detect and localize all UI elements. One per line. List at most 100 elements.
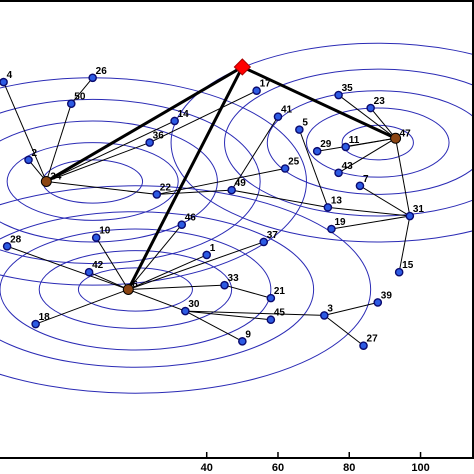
member-link xyxy=(45,103,72,182)
sensor-label: 21 xyxy=(274,286,286,297)
sensor-node xyxy=(31,319,40,329)
sensor-node xyxy=(366,103,375,113)
sensor-label: 28 xyxy=(10,234,22,245)
member-link xyxy=(231,189,328,208)
member-link xyxy=(46,120,175,182)
x-tick-label: 100 xyxy=(411,462,429,474)
x-axis-ticks: 40 60 80 100 xyxy=(201,452,430,474)
sensor-node xyxy=(227,185,236,195)
member-link xyxy=(88,271,129,290)
contour-ring xyxy=(0,98,261,265)
sensor-node xyxy=(145,138,154,147)
sensor-label: 9 xyxy=(245,329,251,340)
sensor-label: 5 xyxy=(302,118,308,129)
member-link xyxy=(128,289,186,312)
member-link xyxy=(3,81,47,182)
member-link xyxy=(128,284,225,290)
member-link xyxy=(128,254,207,290)
member-link xyxy=(298,129,329,208)
sensor-label: 42 xyxy=(92,260,104,271)
sensor-node xyxy=(312,146,322,156)
sensor-label: 41 xyxy=(281,105,293,116)
cluster-head-node xyxy=(122,283,134,295)
member-link xyxy=(338,137,396,174)
member-link xyxy=(149,90,257,144)
sensor-node xyxy=(88,73,97,83)
sensor-node xyxy=(202,250,212,260)
member-link xyxy=(46,142,150,182)
sensor-label: 10 xyxy=(99,226,111,237)
sensor-node xyxy=(259,237,269,247)
cluster-head-node xyxy=(40,175,52,187)
sensor-label: 17 xyxy=(260,79,272,90)
x-tick-label: 40 xyxy=(201,462,213,474)
sensor-node xyxy=(170,116,179,126)
sensor-label: 18 xyxy=(39,312,51,323)
sensor-node xyxy=(405,211,415,221)
sensor-node xyxy=(152,190,162,199)
member-link xyxy=(185,310,243,342)
sensor-node xyxy=(266,293,276,303)
sensor-label: 37 xyxy=(267,230,279,241)
sensor-node xyxy=(91,233,101,242)
sink-node xyxy=(233,58,252,76)
sensor-node xyxy=(273,112,283,121)
sensor-node xyxy=(177,220,187,229)
cluster-head-node xyxy=(390,132,402,144)
contour-ring xyxy=(224,68,474,217)
sensor-label: 4 xyxy=(7,70,13,81)
sensor-node xyxy=(334,90,343,100)
sensor-node xyxy=(181,306,190,316)
member-link xyxy=(324,315,364,347)
sensor-label: 35 xyxy=(342,83,354,94)
sensor-label: 31 xyxy=(413,204,425,215)
sensor-label: 2 xyxy=(32,148,38,159)
sensor-node xyxy=(334,168,343,178)
sensor-node xyxy=(320,311,329,320)
contour-ring xyxy=(170,42,474,243)
contour-ring xyxy=(77,267,193,312)
x-tick-label: 80 xyxy=(343,462,355,474)
sensor-node xyxy=(341,142,350,152)
contour-ring xyxy=(266,90,474,195)
member-link xyxy=(327,206,410,217)
member-link xyxy=(128,241,264,290)
sensor-label: 27 xyxy=(367,334,379,345)
backbone-link xyxy=(126,66,244,291)
sensor-label: 45 xyxy=(274,308,286,319)
sensor-label: 3 xyxy=(327,303,333,314)
sensor-label: 43 xyxy=(342,161,354,172)
sensor-node xyxy=(220,280,229,290)
cluster-head-label: 6 xyxy=(132,279,138,290)
member-link xyxy=(156,189,232,195)
sensor-label: 30 xyxy=(188,299,200,310)
member-link xyxy=(185,310,325,316)
sensor-label: 19 xyxy=(334,217,346,228)
member-link xyxy=(359,185,411,217)
member-link xyxy=(345,137,396,148)
member-link xyxy=(331,215,410,230)
sensor-label: 25 xyxy=(288,157,300,168)
sensor-label: 13 xyxy=(331,195,343,206)
member-link xyxy=(185,310,271,321)
sensor-node xyxy=(24,155,33,165)
sensor-label: 23 xyxy=(374,96,386,107)
sensor-label: 49 xyxy=(235,178,247,189)
sensor-node xyxy=(327,224,336,234)
member-link xyxy=(324,301,378,316)
sensor-node xyxy=(66,99,76,108)
sensor-label: 26 xyxy=(96,66,108,77)
member-link xyxy=(6,245,129,290)
contour-ring xyxy=(0,185,372,394)
sensor-label: 29 xyxy=(320,139,332,150)
sensor-label: 50 xyxy=(74,92,86,103)
contour-ring xyxy=(305,107,450,178)
member-link xyxy=(398,215,411,273)
backbone-link xyxy=(241,65,397,140)
member-link xyxy=(95,237,129,290)
cluster-head-label: 34 xyxy=(50,171,62,182)
sensor-label: 39 xyxy=(381,290,393,301)
